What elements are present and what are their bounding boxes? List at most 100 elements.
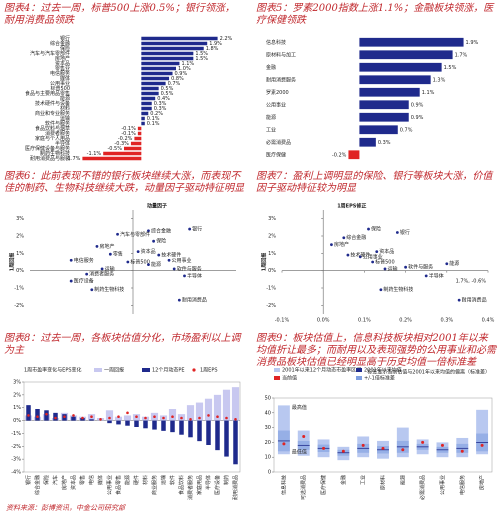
bar <box>141 96 156 101</box>
value-label: 1.9% <box>209 41 222 47</box>
point <box>358 255 362 259</box>
value-label: 1.7% <box>455 52 468 58</box>
point-label: 银行 <box>400 229 410 236</box>
value-label: 1.1% <box>181 61 194 67</box>
point <box>375 250 379 254</box>
category-label: 运输 <box>60 115 70 122</box>
value-label: -1.7% <box>66 156 81 162</box>
y-tick-label: -1% <box>266 286 276 292</box>
dot <box>90 415 93 419</box>
category-label: 媒体 <box>97 475 104 485</box>
category-label: 电信 <box>88 475 95 485</box>
y-tick-label: -1% <box>11 431 21 437</box>
bar <box>141 46 204 51</box>
bar <box>125 420 130 426</box>
source: 资料来源：彭博资讯，中金公司研究部 <box>6 504 125 512</box>
category-label: 原材料与加工 <box>266 51 296 58</box>
bar <box>233 420 238 465</box>
current-dot <box>460 449 464 453</box>
dot <box>27 414 30 417</box>
bar <box>141 71 173 76</box>
dot <box>234 417 237 421</box>
point <box>188 227 192 231</box>
dot <box>99 417 102 421</box>
value-label: 1.8% <box>206 46 219 52</box>
bar <box>170 420 175 433</box>
category-label: 媒体 <box>60 75 70 82</box>
category-label: 制药 <box>223 475 230 485</box>
current-dot <box>381 446 385 450</box>
category-label: 零售 <box>79 475 86 485</box>
current-dot <box>282 442 286 446</box>
current-dot <box>302 434 306 438</box>
value-label: 0.5% <box>161 86 174 92</box>
legend-swatch <box>192 368 196 372</box>
y-tick-label: 3% <box>13 380 21 386</box>
category-label: 房地产 <box>479 475 486 490</box>
value-label: 0.1% <box>147 116 160 122</box>
legend-swatch <box>142 368 150 372</box>
bar <box>137 126 142 131</box>
category-label: 消费者服务 <box>45 130 70 137</box>
value-label: -1.1% <box>87 151 102 157</box>
bar <box>89 419 94 421</box>
point-label: 汽车与零部件 <box>120 231 150 238</box>
legend-swatch <box>356 376 362 380</box>
dot <box>135 415 138 419</box>
dot <box>225 416 228 420</box>
y-tick-label: 50 <box>265 396 271 402</box>
bar <box>82 156 142 161</box>
bar <box>141 101 152 106</box>
dot <box>180 416 183 420</box>
category-label: 资本品 <box>70 475 77 490</box>
y-tick-label: 0% <box>16 268 24 274</box>
category-label: 医疗保健设备与服务 <box>25 145 70 152</box>
category-label: 商业服务 <box>151 475 158 495</box>
bar <box>213 394 222 421</box>
point-label: 半导体 <box>429 272 444 279</box>
y-tick-label: -4% <box>11 470 21 476</box>
bar <box>141 51 194 56</box>
category-label: 银行 <box>25 475 32 485</box>
y-tick-label: 0% <box>268 268 276 274</box>
bar <box>71 416 76 421</box>
category-label: 医疗保健 <box>266 151 286 158</box>
bar <box>141 61 180 66</box>
category-label: 零售业 <box>55 65 70 72</box>
y-tick-label: 1% <box>268 251 276 257</box>
point-label: 房地产 <box>334 241 349 248</box>
point <box>152 239 156 243</box>
bar <box>231 387 240 421</box>
category-label: 食品饮料与烟草 <box>35 125 70 132</box>
bar <box>123 415 132 421</box>
y-tick-label: -2% <box>14 303 24 309</box>
category-label: 耐用消费品与服装 <box>30 155 70 162</box>
bar <box>107 420 112 424</box>
dot <box>126 411 129 415</box>
category-label: 材料 <box>60 105 70 112</box>
bar <box>141 121 145 126</box>
category-label: 能源 <box>60 95 70 102</box>
legend-label: 2001年以来12个月动态市盈率区间 <box>282 367 361 374</box>
value-label: -0.2% <box>118 136 133 142</box>
chart-title: 图表9：板块估值上，信息科技板块相对2001年以来均值折让最多；而耐用以及表现强… <box>256 333 496 368</box>
point <box>424 274 428 278</box>
value-label: 0.2% <box>150 111 163 117</box>
current-dot <box>341 449 345 453</box>
bar <box>141 66 176 71</box>
dot <box>153 415 156 419</box>
legend-label: 2001年以来均值 <box>364 367 402 374</box>
category-label: 银行 <box>60 35 70 42</box>
point <box>157 253 161 257</box>
category-label: 罗素2000 <box>266 89 289 96</box>
bar <box>359 50 453 60</box>
point <box>116 232 119 236</box>
dot <box>45 412 48 416</box>
category-label: 保险 <box>43 475 50 485</box>
point-label: 房地产 <box>99 243 114 250</box>
bar <box>359 75 431 85</box>
legend-label: +/-1倍标准差 <box>364 375 395 382</box>
category-label: 能源 <box>266 114 276 121</box>
bar <box>105 410 114 421</box>
